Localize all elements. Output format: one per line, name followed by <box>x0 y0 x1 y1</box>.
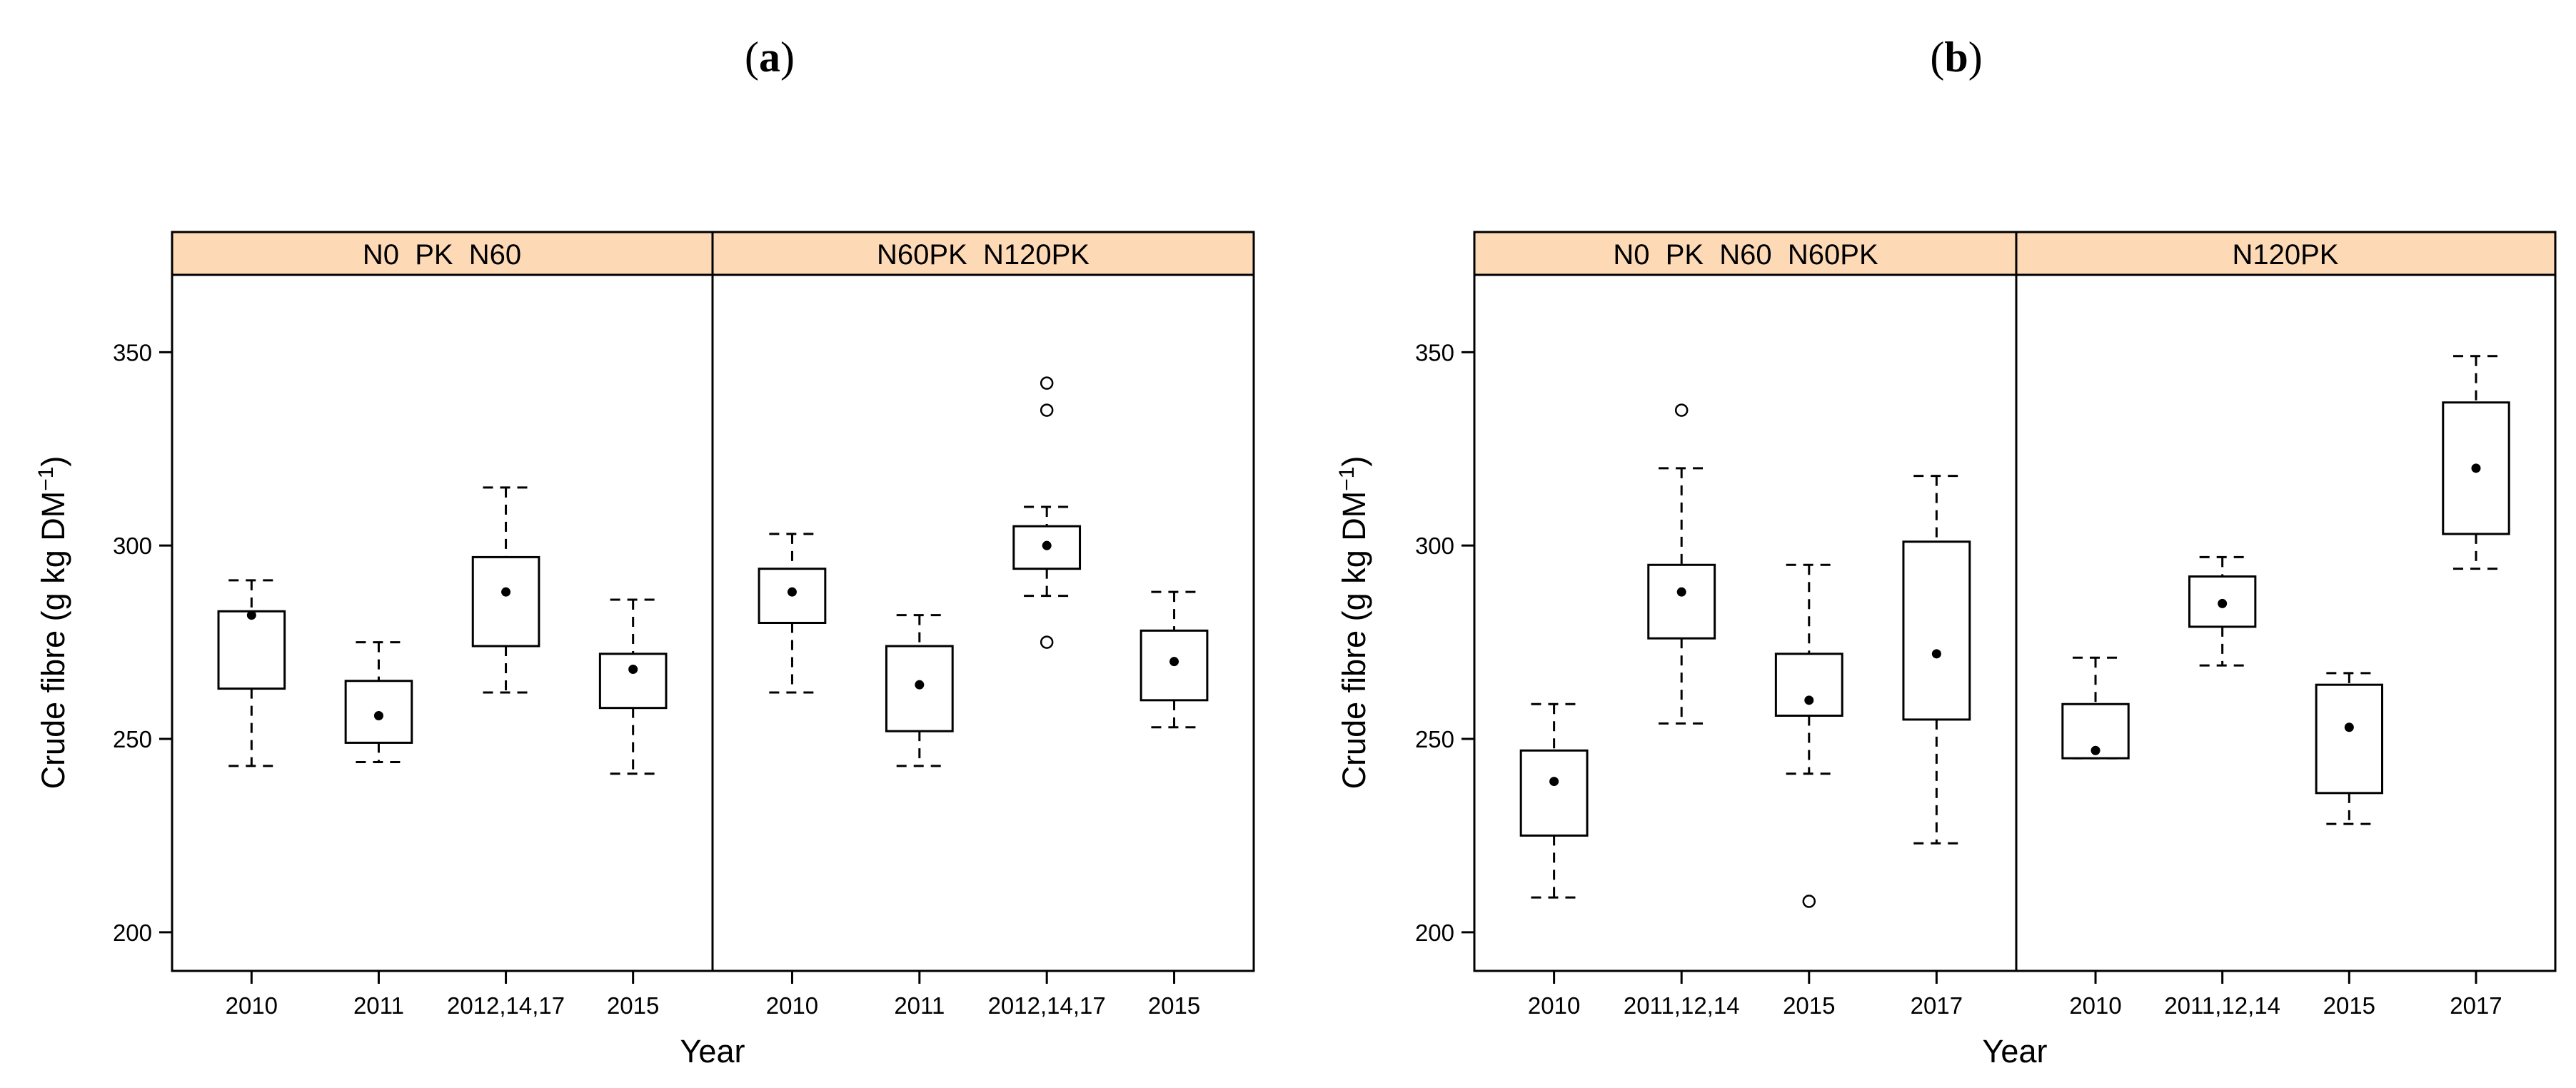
x-tick-label: 2011,12,14 <box>2164 992 2280 1019</box>
x-tick-label: 2010 <box>766 992 818 1019</box>
chart-a: N0 PK N60 N60PK N120PK 200 250 300 350 2010… <box>34 231 1255 1069</box>
mean-point <box>501 587 511 597</box>
y-tick-label: 300 <box>113 533 152 559</box>
x-tick-label: 2011 <box>894 992 945 1019</box>
y-tick-label: 200 <box>1415 920 1454 946</box>
mean-point <box>1931 649 1941 659</box>
box <box>1519 749 1589 837</box>
y-tick-label: 250 <box>1415 726 1454 752</box>
x-tick-label: 2015 <box>1783 992 1835 1019</box>
facet-label-b-right: N120PK <box>2233 239 2339 271</box>
x-tick-label: 2015 <box>2323 992 2375 1019</box>
strip-a-left <box>171 231 714 276</box>
outlier-point <box>1802 895 1816 908</box>
box <box>1902 540 1971 721</box>
box <box>598 653 668 710</box>
x-axis-title-a: Year <box>680 1033 745 1069</box>
x-tick-label: 2010 <box>226 992 278 1019</box>
outlier-point <box>1040 403 1054 417</box>
panel-b-label: (b) <box>1930 34 1982 81</box>
box <box>2315 683 2384 795</box>
y-tick-label: 350 <box>1415 339 1454 366</box>
y-axis-title-a-main: Crude fibre (g kg DM <box>35 491 71 790</box>
facet-label-a-left: N0 PK N60 <box>363 239 521 271</box>
box <box>885 645 954 732</box>
panel-a-label: (a) <box>745 34 795 81</box>
mean-point <box>1804 695 1814 705</box>
box <box>217 610 286 690</box>
y-tick-label: 200 <box>113 920 152 946</box>
y-tick-label: 250 <box>113 726 152 752</box>
mean-point <box>373 711 383 720</box>
x-axis-title-b: Year <box>1983 1033 2048 1069</box>
facet-label-b-left: N0 PK N60 N60PK <box>1613 239 1878 271</box>
mean-point <box>1169 657 1179 667</box>
x-tick-label: 2017 <box>1911 992 1963 1019</box>
x-tick-label: 2012,14,17 <box>988 992 1106 1019</box>
facet-label-a-right: N60PK N120PK <box>877 239 1090 271</box>
mean-point <box>1042 540 1052 550</box>
y-ticks-a: 200 250 300 350 <box>113 339 172 946</box>
marks-a <box>217 376 1209 775</box>
marks-b <box>1519 355 2510 908</box>
panel-a-letter: a <box>759 34 780 81</box>
strip-b-left <box>1473 231 2018 276</box>
outlier-point <box>1040 376 1054 390</box>
box <box>1774 653 1843 717</box>
mean-point <box>2344 722 2354 732</box>
panel-b-letter: b <box>1944 34 1968 81</box>
y-axis-title-a-sup: −1 <box>34 467 58 491</box>
mean-point <box>915 680 925 690</box>
x-tick-label: 2017 <box>2450 992 2502 1019</box>
y-axis-title-b-close: ) <box>1336 456 1372 467</box>
y-axis-title-b-sup: −1 <box>1335 467 1359 491</box>
y-axis-title-b: Crude fibre (g kg DM−1) <box>1335 456 1373 790</box>
y-axis-title-b-main: Crude fibre (g kg DM <box>1336 491 1372 790</box>
outlier-point <box>1674 403 1689 417</box>
plot-frame-b <box>1473 273 2557 972</box>
x-tick-label: 2012,14,17 <box>447 992 565 1019</box>
x-tick-label: 2011,12,14 <box>1624 992 1740 1019</box>
y-ticks-b: 200 250 300 350 <box>1415 339 1474 946</box>
outlier-point <box>1040 635 1054 649</box>
x-tick-label: 2015 <box>1148 992 1200 1019</box>
mean-point <box>628 665 638 674</box>
y-tick-label: 300 <box>1415 533 1454 559</box>
mean-point <box>246 610 256 620</box>
y-axis-title-a: Crude fibre (g kg DM−1) <box>34 456 72 790</box>
mean-point <box>2218 598 2228 608</box>
x-tick-label: 2011 <box>353 992 404 1019</box>
box <box>471 555 540 648</box>
x-ticks-a: 2010 2011 2012,14,17 2015 2010 2011 2012,14,17… <box>226 971 1200 1019</box>
y-tick-label: 350 <box>113 339 152 366</box>
mean-point <box>2091 745 2100 755</box>
box <box>2188 575 2257 628</box>
mean-point <box>1676 587 1686 597</box>
mean-point <box>1549 777 1559 787</box>
mean-point <box>787 587 797 597</box>
x-tick-label: 2015 <box>607 992 659 1019</box>
strip-a-right <box>711 231 1255 276</box>
strip-b-right <box>2015 231 2557 276</box>
x-ticks-b: 2010 2011,12,14 2015 2017 2010 2011,12,14 2015… <box>1528 971 2502 1019</box>
x-tick-label: 2010 <box>1528 992 1580 1019</box>
box <box>1647 563 1716 640</box>
chart-b: N0 PK N60 N60PK N120PK 200 250 300 350 2010… <box>1335 231 2557 1069</box>
y-axis-title-a-close: ) <box>35 456 71 467</box>
mean-point <box>2471 463 2481 473</box>
x-tick-label: 2010 <box>2069 992 2121 1019</box>
